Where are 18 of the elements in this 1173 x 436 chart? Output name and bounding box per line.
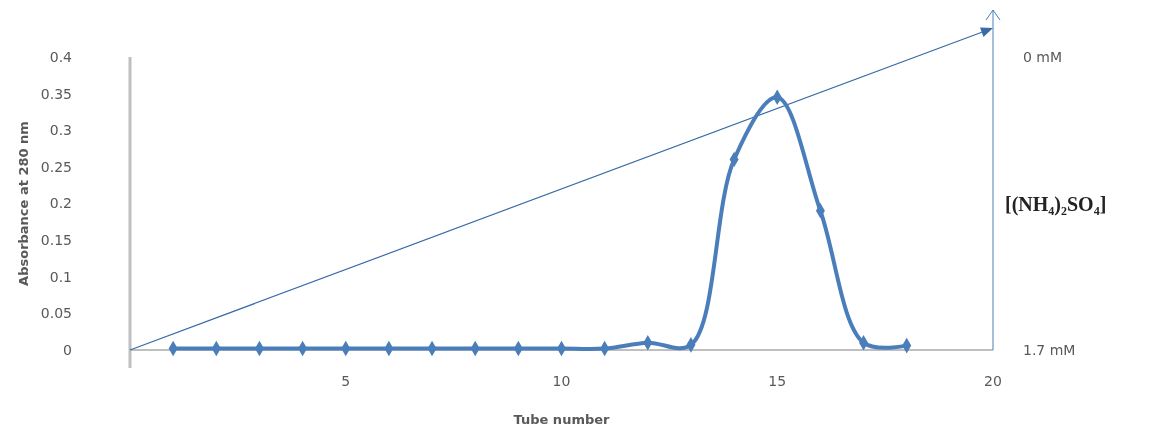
y-tick-label: 0.25 <box>40 158 72 175</box>
y2-tick-label: 1.7 mM <box>1023 341 1076 358</box>
y-axis-title: Absorbance at 280 nm <box>16 121 31 286</box>
y2-tick-label: 0 mM <box>1023 48 1063 65</box>
y-tick-label: 0.15 <box>40 232 72 249</box>
y-tick-label: 0.05 <box>40 305 72 322</box>
y2-axis-title: [(NH₄)₂SO₄] <box>1005 192 1107 216</box>
y-tick-label: 0.4 <box>49 48 73 65</box>
x-tick-label: 15 <box>768 373 787 389</box>
x-axis-title: Tube number <box>513 412 611 427</box>
x-tick-label: 5 <box>341 373 351 389</box>
y-tick-label: 0.3 <box>49 122 72 139</box>
x-tick-label: 20 <box>984 373 1002 389</box>
y-tick-label: 0 <box>63 341 72 358</box>
y-tick-label: 0.1 <box>49 268 72 285</box>
x-tick-label: 10 <box>552 373 571 389</box>
y-tick-label: 0.35 <box>40 85 72 102</box>
y-tick-label: 0.2 <box>49 195 72 212</box>
